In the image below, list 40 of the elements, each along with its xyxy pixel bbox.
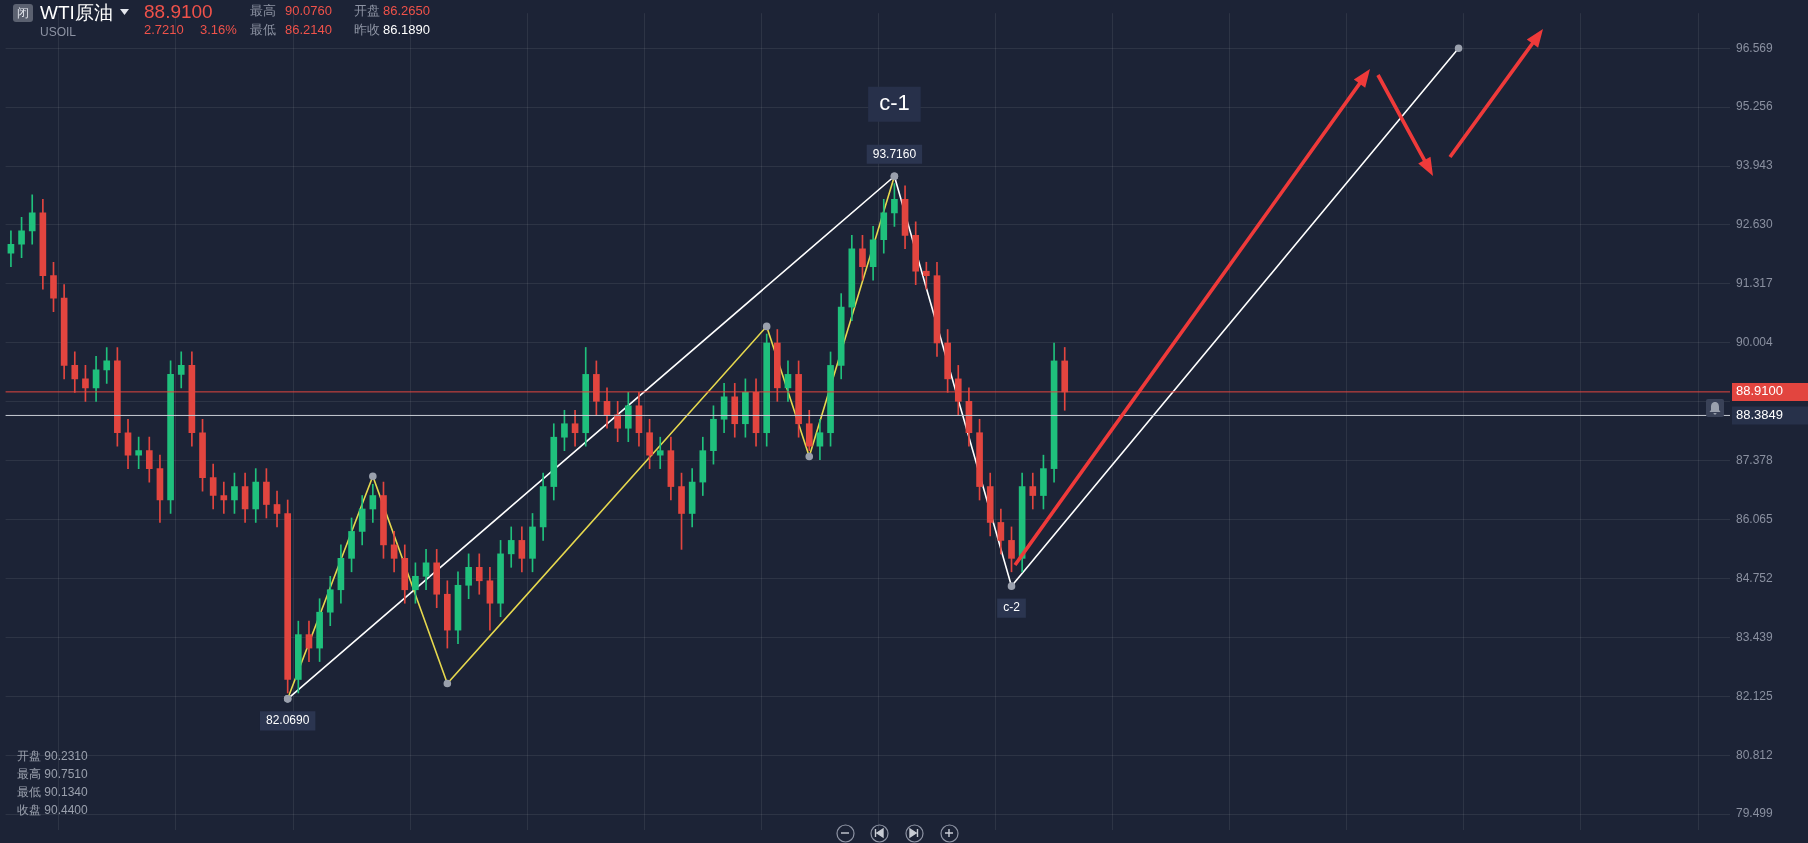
annotation: 最高 90.7510 xyxy=(17,767,88,782)
annotation: 最高 xyxy=(250,3,276,19)
y-tick-label: 80.812 xyxy=(1736,747,1774,762)
annotation: 闭 xyxy=(13,4,33,23)
chart-title: WTI原油 xyxy=(40,1,113,25)
y-tick-label: 87.378 xyxy=(1736,452,1774,467)
annotation: 最低 xyxy=(250,22,276,38)
y-tick-label: 83.439 xyxy=(1736,629,1774,644)
annotation: 昨收 xyxy=(354,22,380,38)
annotation: 收盘 90.4400 xyxy=(17,803,88,818)
y-tick-label: 92.630 xyxy=(1736,217,1774,232)
y-tick-label: 95.256 xyxy=(1736,99,1774,114)
annotation: 86.2140 xyxy=(285,22,332,38)
y-tick-label: 96.569 xyxy=(1736,40,1774,55)
y-tick-label: 86.065 xyxy=(1736,511,1774,526)
candlestick xyxy=(103,347,111,384)
annotation: c-1 xyxy=(879,90,910,116)
y-tick-label: 90.004 xyxy=(1736,335,1774,350)
candlestick xyxy=(656,436,664,469)
text: USOIL xyxy=(40,25,77,39)
y-tick-label: 91.317 xyxy=(1736,276,1774,291)
annotation: 90.0760 xyxy=(285,3,332,19)
annotation: 3.16% xyxy=(200,22,237,38)
y-tick-label: 79.499 xyxy=(1736,806,1774,821)
candlestick xyxy=(220,481,228,514)
ref-line-label: 88.9100 xyxy=(1736,383,1783,399)
annotation: 93.7160 xyxy=(872,146,917,161)
annotation: 开盘 xyxy=(354,3,380,19)
annotation: 开盘 90.2310 xyxy=(17,749,88,764)
annotation: 2.7210 xyxy=(144,22,184,38)
annotation: 86.2650 xyxy=(383,3,430,19)
y-tick-label: 82.125 xyxy=(1736,688,1774,703)
annotation: c-2 xyxy=(1003,600,1021,615)
ref-line-label: 88.3849 xyxy=(1736,407,1783,423)
annotation: 86.1890 xyxy=(383,22,430,38)
y-tick-label: 93.943 xyxy=(1736,158,1774,173)
annotation: 88.9100 xyxy=(144,1,213,24)
annotation: 最低 90.1340 xyxy=(17,785,88,800)
y-tick-label: 84.752 xyxy=(1736,570,1774,585)
annotation: 82.0690 xyxy=(265,713,310,728)
